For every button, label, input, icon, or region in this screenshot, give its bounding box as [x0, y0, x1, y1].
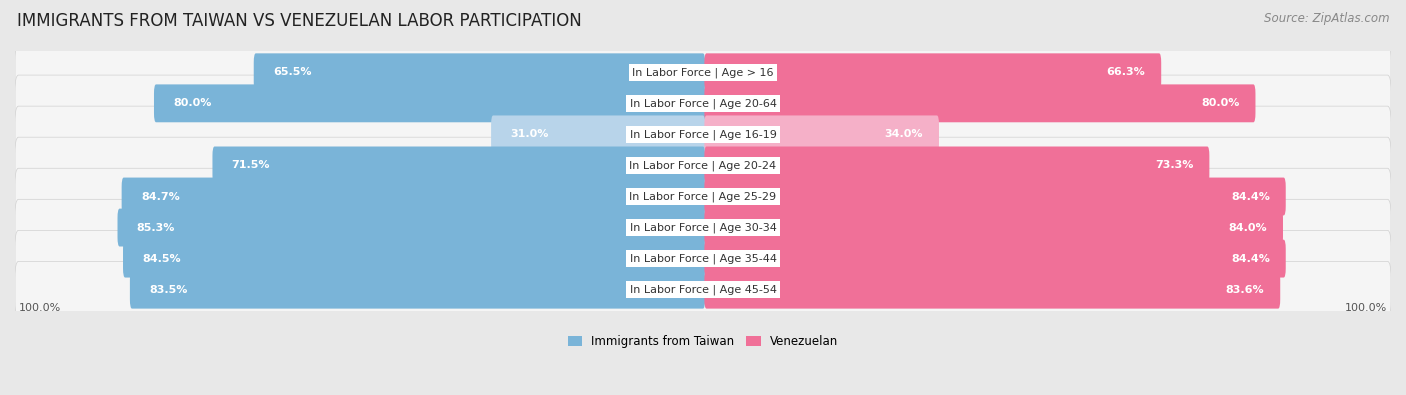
FancyBboxPatch shape: [704, 115, 939, 153]
Text: In Labor Force | Age 25-29: In Labor Force | Age 25-29: [630, 191, 776, 202]
Text: In Labor Force | Age 16-19: In Labor Force | Age 16-19: [630, 129, 776, 140]
Text: 83.6%: 83.6%: [1226, 285, 1264, 295]
FancyBboxPatch shape: [212, 147, 704, 184]
FancyBboxPatch shape: [704, 271, 1281, 308]
FancyBboxPatch shape: [253, 53, 704, 91]
Text: In Labor Force | Age 30-34: In Labor Force | Age 30-34: [630, 222, 776, 233]
Text: 84.7%: 84.7%: [141, 192, 180, 201]
FancyBboxPatch shape: [15, 44, 1391, 101]
Text: 65.5%: 65.5%: [273, 67, 312, 77]
Text: In Labor Force | Age 45-54: In Labor Force | Age 45-54: [630, 284, 776, 295]
FancyBboxPatch shape: [129, 271, 704, 308]
Text: 84.4%: 84.4%: [1232, 192, 1270, 201]
FancyBboxPatch shape: [15, 230, 1391, 287]
Text: 84.5%: 84.5%: [142, 254, 181, 263]
Text: In Labor Force | Age 20-24: In Labor Force | Age 20-24: [630, 160, 776, 171]
Text: 85.3%: 85.3%: [136, 222, 176, 233]
Legend: Immigrants from Taiwan, Venezuelan: Immigrants from Taiwan, Venezuelan: [562, 330, 844, 352]
Text: 100.0%: 100.0%: [18, 303, 60, 313]
FancyBboxPatch shape: [491, 115, 704, 153]
Text: 84.0%: 84.0%: [1229, 222, 1267, 233]
Text: In Labor Force | Age 20-64: In Labor Force | Age 20-64: [630, 98, 776, 109]
Text: 80.0%: 80.0%: [173, 98, 212, 108]
Text: 34.0%: 34.0%: [884, 130, 924, 139]
FancyBboxPatch shape: [122, 240, 704, 278]
FancyBboxPatch shape: [118, 209, 704, 246]
Text: 73.3%: 73.3%: [1156, 160, 1194, 171]
FancyBboxPatch shape: [704, 53, 1161, 91]
FancyBboxPatch shape: [15, 137, 1391, 194]
Text: In Labor Force | Age 35-44: In Labor Force | Age 35-44: [630, 253, 776, 264]
Text: In Labor Force | Age > 16: In Labor Force | Age > 16: [633, 67, 773, 77]
FancyBboxPatch shape: [15, 261, 1391, 318]
FancyBboxPatch shape: [15, 168, 1391, 225]
FancyBboxPatch shape: [704, 240, 1285, 278]
FancyBboxPatch shape: [15, 199, 1391, 256]
Text: 66.3%: 66.3%: [1107, 67, 1146, 77]
Text: Source: ZipAtlas.com: Source: ZipAtlas.com: [1264, 12, 1389, 25]
FancyBboxPatch shape: [155, 85, 704, 122]
Text: 83.5%: 83.5%: [149, 285, 187, 295]
FancyBboxPatch shape: [122, 178, 704, 215]
Text: 31.0%: 31.0%: [510, 130, 548, 139]
FancyBboxPatch shape: [704, 147, 1209, 184]
FancyBboxPatch shape: [704, 209, 1284, 246]
FancyBboxPatch shape: [15, 75, 1391, 132]
FancyBboxPatch shape: [704, 178, 1285, 215]
Text: IMMIGRANTS FROM TAIWAN VS VENEZUELAN LABOR PARTICIPATION: IMMIGRANTS FROM TAIWAN VS VENEZUELAN LAB…: [17, 12, 582, 30]
FancyBboxPatch shape: [704, 85, 1256, 122]
Text: 71.5%: 71.5%: [232, 160, 270, 171]
Text: 84.4%: 84.4%: [1232, 254, 1270, 263]
Text: 80.0%: 80.0%: [1201, 98, 1240, 108]
Text: 100.0%: 100.0%: [1346, 303, 1388, 313]
FancyBboxPatch shape: [15, 106, 1391, 163]
